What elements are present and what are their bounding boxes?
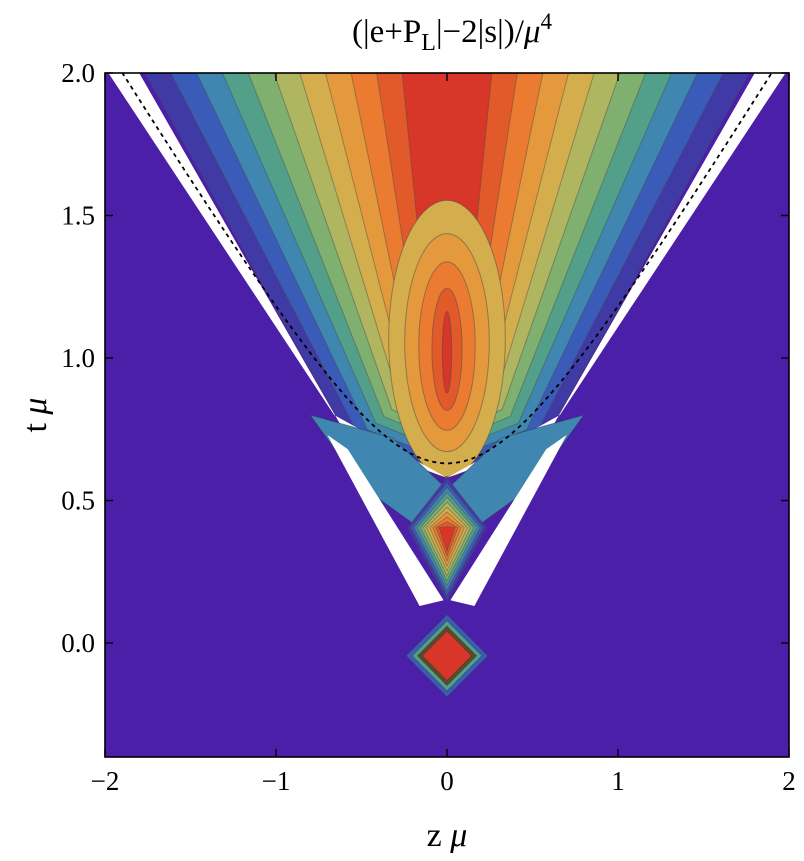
chart-title: (|e+PL|−2|s|)/μ4 <box>352 9 552 56</box>
x-tick-label: 0 <box>440 766 454 796</box>
y-tick-label: 0.0 <box>61 628 95 658</box>
excluded-band-left <box>108 73 448 478</box>
excluded-band-right <box>447 73 786 478</box>
x-axis-title: z μ <box>427 817 468 854</box>
contour-band-lower <box>421 630 473 682</box>
x-tick-label: −1 <box>262 766 291 796</box>
contour-field <box>108 73 786 698</box>
contour-band-middle <box>438 526 456 553</box>
y-tick-label: 2.0 <box>61 58 95 88</box>
excluded-strip-right <box>450 434 567 606</box>
excluded-strip-left <box>327 434 444 606</box>
contour-lobe <box>441 311 453 394</box>
plot-area <box>105 73 789 757</box>
x-tick-label: 2 <box>782 766 796 796</box>
y-axis-title: t μ <box>17 397 54 432</box>
x-tick-label: −2 <box>91 766 120 796</box>
x-tick-label: 1 <box>611 766 625 796</box>
axes: −2 −1 0 1 2 0.0 0.5 1.0 1.5 2.0 <box>61 58 796 796</box>
y-tick-label: 1.0 <box>61 343 95 373</box>
y-tick-label: 1.5 <box>61 201 95 231</box>
y-tick-label: 0.5 <box>61 486 95 516</box>
